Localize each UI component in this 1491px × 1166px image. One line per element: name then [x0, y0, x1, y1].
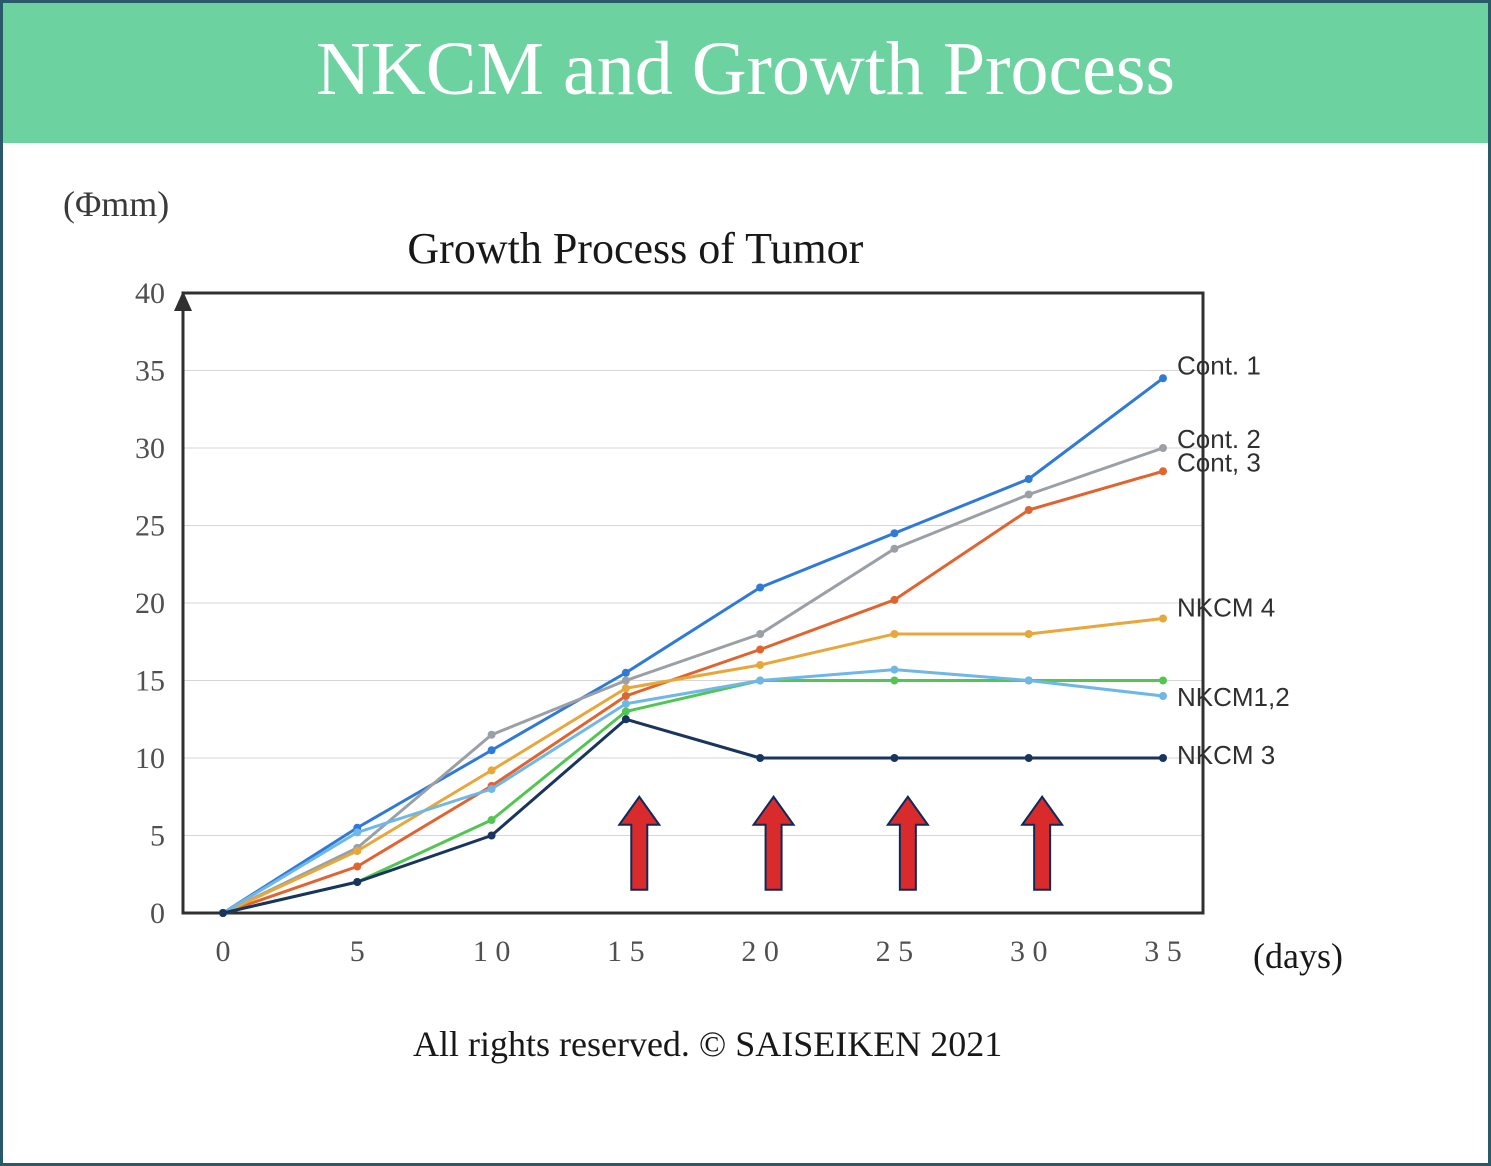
svg-text:15: 15: [135, 665, 165, 698]
data-point: [622, 677, 630, 685]
svg-text:0: 0: [216, 935, 231, 968]
svg-text:3 0: 3 0: [1010, 935, 1048, 968]
page: NKCM and Growth Process (Φmm) Growth Pro…: [0, 0, 1491, 1166]
data-point: [756, 584, 764, 592]
chart-area: (Φmm) Growth Process of Tumor 0510152025…: [63, 183, 1433, 1083]
chart-title: Growth Process of Tumor: [407, 223, 863, 274]
series-label: NKCM 3: [1177, 740, 1275, 770]
data-point: [488, 832, 496, 840]
data-point: [488, 816, 496, 824]
data-point: [890, 754, 898, 762]
y-unit-label: (Φmm): [63, 183, 169, 225]
data-point: [488, 746, 496, 754]
svg-text:35: 35: [135, 355, 165, 388]
line-chart: 0510152025303540051 01 52 02 53 03 5Cont…: [63, 183, 1433, 1083]
svg-text:5: 5: [350, 935, 365, 968]
data-point: [1159, 444, 1167, 452]
data-point: [488, 785, 496, 793]
data-point: [622, 708, 630, 716]
data-point: [353, 878, 361, 886]
data-point: [756, 630, 764, 638]
series-label: NKCM 4: [1177, 593, 1275, 623]
svg-text:5: 5: [150, 820, 165, 853]
data-point: [1159, 677, 1167, 685]
data-point: [1025, 506, 1033, 514]
svg-text:40: 40: [135, 277, 165, 310]
data-point: [353, 847, 361, 855]
data-point: [488, 766, 496, 774]
data-point: [1025, 677, 1033, 685]
data-point: [488, 731, 496, 739]
data-point: [622, 715, 630, 723]
data-point: [890, 545, 898, 553]
data-point: [1025, 754, 1033, 762]
data-point: [756, 677, 764, 685]
data-point: [1159, 615, 1167, 623]
svg-text:10: 10: [135, 742, 165, 775]
x-axis-caption: (days): [1253, 935, 1343, 977]
copyright-text: All rights reserved. © SAISEIKEN 2021: [413, 1023, 1002, 1065]
data-point: [622, 669, 630, 677]
data-point: [756, 646, 764, 654]
data-point: [622, 692, 630, 700]
data-point: [1159, 374, 1167, 382]
data-point: [1025, 491, 1033, 499]
data-point: [1159, 692, 1167, 700]
data-point: [890, 596, 898, 604]
series-label: Cont, 3: [1177, 447, 1261, 477]
svg-text:2 0: 2 0: [741, 935, 779, 968]
title-banner: NKCM and Growth Process: [3, 3, 1488, 143]
data-point: [1159, 467, 1167, 475]
svg-text:3 5: 3 5: [1144, 935, 1182, 968]
data-point: [1025, 630, 1033, 638]
data-point: [219, 909, 227, 917]
series-label: Cont. 1: [1177, 350, 1261, 380]
svg-text:0: 0: [150, 897, 165, 930]
data-point: [622, 700, 630, 708]
data-point: [890, 677, 898, 685]
svg-text:30: 30: [135, 432, 165, 465]
data-point: [890, 666, 898, 674]
data-point: [890, 529, 898, 537]
data-point: [756, 661, 764, 669]
data-point: [1159, 754, 1167, 762]
svg-text:1 5: 1 5: [607, 935, 645, 968]
data-point: [353, 828, 361, 836]
title-text: NKCM and Growth Process: [316, 27, 1175, 111]
data-point: [1025, 475, 1033, 483]
svg-text:25: 25: [135, 510, 165, 543]
data-point: [756, 754, 764, 762]
data-point: [890, 630, 898, 638]
svg-text:2 5: 2 5: [876, 935, 914, 968]
svg-text:1 0: 1 0: [473, 935, 511, 968]
series-label: NKCM1,2: [1177, 682, 1290, 712]
data-point: [622, 684, 630, 692]
data-point: [353, 863, 361, 871]
svg-text:20: 20: [135, 587, 165, 620]
